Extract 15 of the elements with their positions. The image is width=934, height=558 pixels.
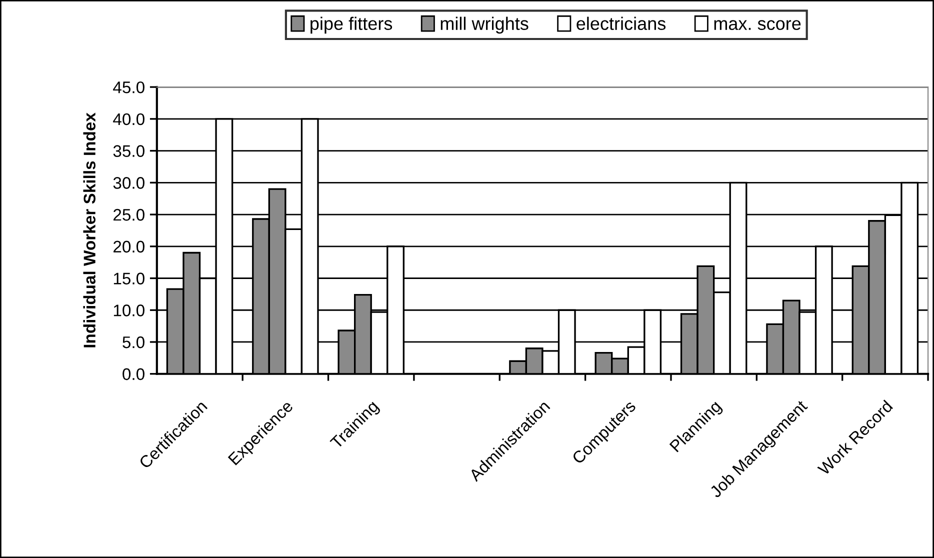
- y-tick-label: 30.0: [113, 177, 144, 189]
- y-axis-title: Individual Worker Skills Index: [83, 112, 96, 348]
- y-tick-label: 0.0: [122, 368, 144, 380]
- y-tick-label: 10.0: [114, 304, 144, 316]
- y-tick-label: 15.0: [114, 272, 144, 284]
- legend-label: mill wrights: [440, 16, 528, 34]
- legend-label: electricians: [576, 16, 666, 30]
- legend-label: pipe fitters: [310, 16, 392, 34]
- legend-label: max. score: [714, 20, 801, 30]
- y-tick-label: 35.0: [113, 145, 144, 157]
- y-tick-label: 5.0: [122, 336, 144, 348]
- y-tick-label: 25.0: [114, 208, 144, 221]
- y-tick-label: 40.0: [113, 113, 144, 126]
- y-tick-label: 45.0: [113, 81, 144, 94]
- y-tick-label: 20.0: [114, 240, 144, 253]
